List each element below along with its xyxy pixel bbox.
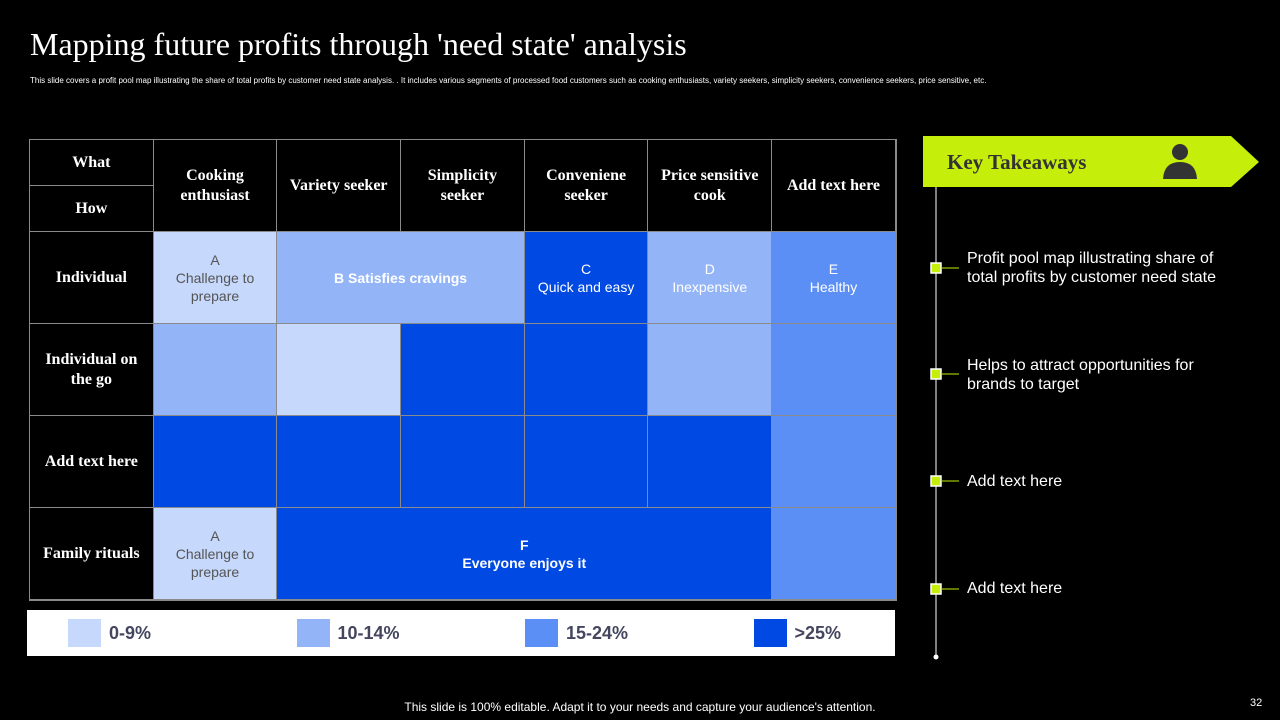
table-cell: B Satisfies cravings (276, 231, 525, 324)
legend-swatch (753, 619, 787, 647)
row-header: Individual on the go (29, 323, 154, 416)
table-cell (276, 415, 402, 508)
cell-letter: F (519, 536, 529, 553)
legend-label: 0-9% (109, 622, 152, 643)
table-cell (152, 415, 278, 508)
table-cell (523, 323, 649, 416)
table-cell (647, 323, 773, 416)
table-cell: F Everyone enjoys it (276, 507, 773, 600)
legend-item: 10-14% (296, 619, 400, 647)
decoration (1108, 0, 1244, 68)
row-header: Add text here (29, 415, 154, 508)
column-header: Add text here (771, 139, 896, 232)
cell-letter: A (210, 251, 220, 268)
column-header: Cooking enthusiast (152, 139, 278, 232)
table-cell: D Inexpensive (647, 231, 773, 324)
takeaways-title: Key Takeaways (947, 150, 1087, 174)
legend-item: >25% (753, 619, 842, 647)
legend-label: >25% (794, 622, 842, 643)
legend-label: 10-14% (337, 622, 400, 643)
table-cell (771, 323, 896, 416)
cell-letter: E (828, 260, 839, 277)
takeaways-panel (923, 136, 1259, 660)
table-cell (400, 323, 525, 416)
table-cell (400, 415, 525, 508)
row-header: Family rituals (29, 507, 154, 600)
column-header: Price sensitive cook (647, 139, 773, 232)
column-header: Variety seeker (276, 139, 402, 232)
cell-text: Everyone enjoys it (462, 554, 587, 571)
legend: 0-9% 10-14% 15-24% >25% (27, 610, 895, 656)
profit-pool-table: What How Cooking enthusiast Variety seeker S… (29, 139, 897, 601)
subtitle: This slide covers a profit pool map illu… (30, 76, 987, 85)
table-cell (523, 415, 649, 508)
row-header: Individual (29, 231, 154, 324)
corner-what: What (29, 139, 154, 186)
page-number: 32 (1250, 697, 1263, 709)
table-cell (771, 415, 896, 508)
legend-label: 15-24% (566, 622, 629, 643)
legend-swatch (296, 619, 330, 647)
takeaway-text: Add text here (967, 580, 1063, 597)
table-cell (647, 415, 773, 508)
title: Mapping future profits through 'need sta… (30, 26, 687, 62)
legend-item: 0-9% (68, 619, 151, 647)
column-header: Simplicity seeker (400, 139, 525, 232)
table-cell (152, 323, 278, 416)
table-cell: A Challenge to prepare (152, 507, 278, 600)
cell-text: Quick and easy (537, 278, 635, 295)
legend-item: 15-24% (525, 619, 628, 647)
takeaway-text: Add text here (967, 473, 1063, 490)
table-cell: E Healthy (771, 231, 896, 324)
legend-swatch (68, 619, 101, 647)
table-cell: C Quick and easy (523, 231, 649, 324)
table-cell (276, 323, 402, 416)
table-cell: A Challenge to prepare (152, 231, 278, 324)
takeaway-text: Profit pool map illustrating share of to… (967, 250, 1217, 286)
cell-text: Inexpensive (672, 278, 748, 295)
cell-letter: C (581, 260, 592, 277)
legend-swatch (525, 619, 558, 647)
column-header: Conveniene seeker (523, 139, 649, 232)
cell-text: Challenge to prepare (175, 269, 255, 304)
table-cell (771, 507, 896, 600)
takeaway-text: Helps to attract opportunities for brand… (967, 357, 1194, 393)
cell-text: Healthy (809, 278, 858, 295)
cell-text: B Satisfies cravings (334, 269, 468, 286)
footer-note: This slide is 100% editable. Adapt it to… (404, 700, 876, 714)
cell-letter: A (210, 527, 220, 544)
cell-letter: D (704, 260, 715, 277)
corner-how: How (29, 185, 154, 232)
cell-text: Challenge to prepare (175, 545, 255, 580)
